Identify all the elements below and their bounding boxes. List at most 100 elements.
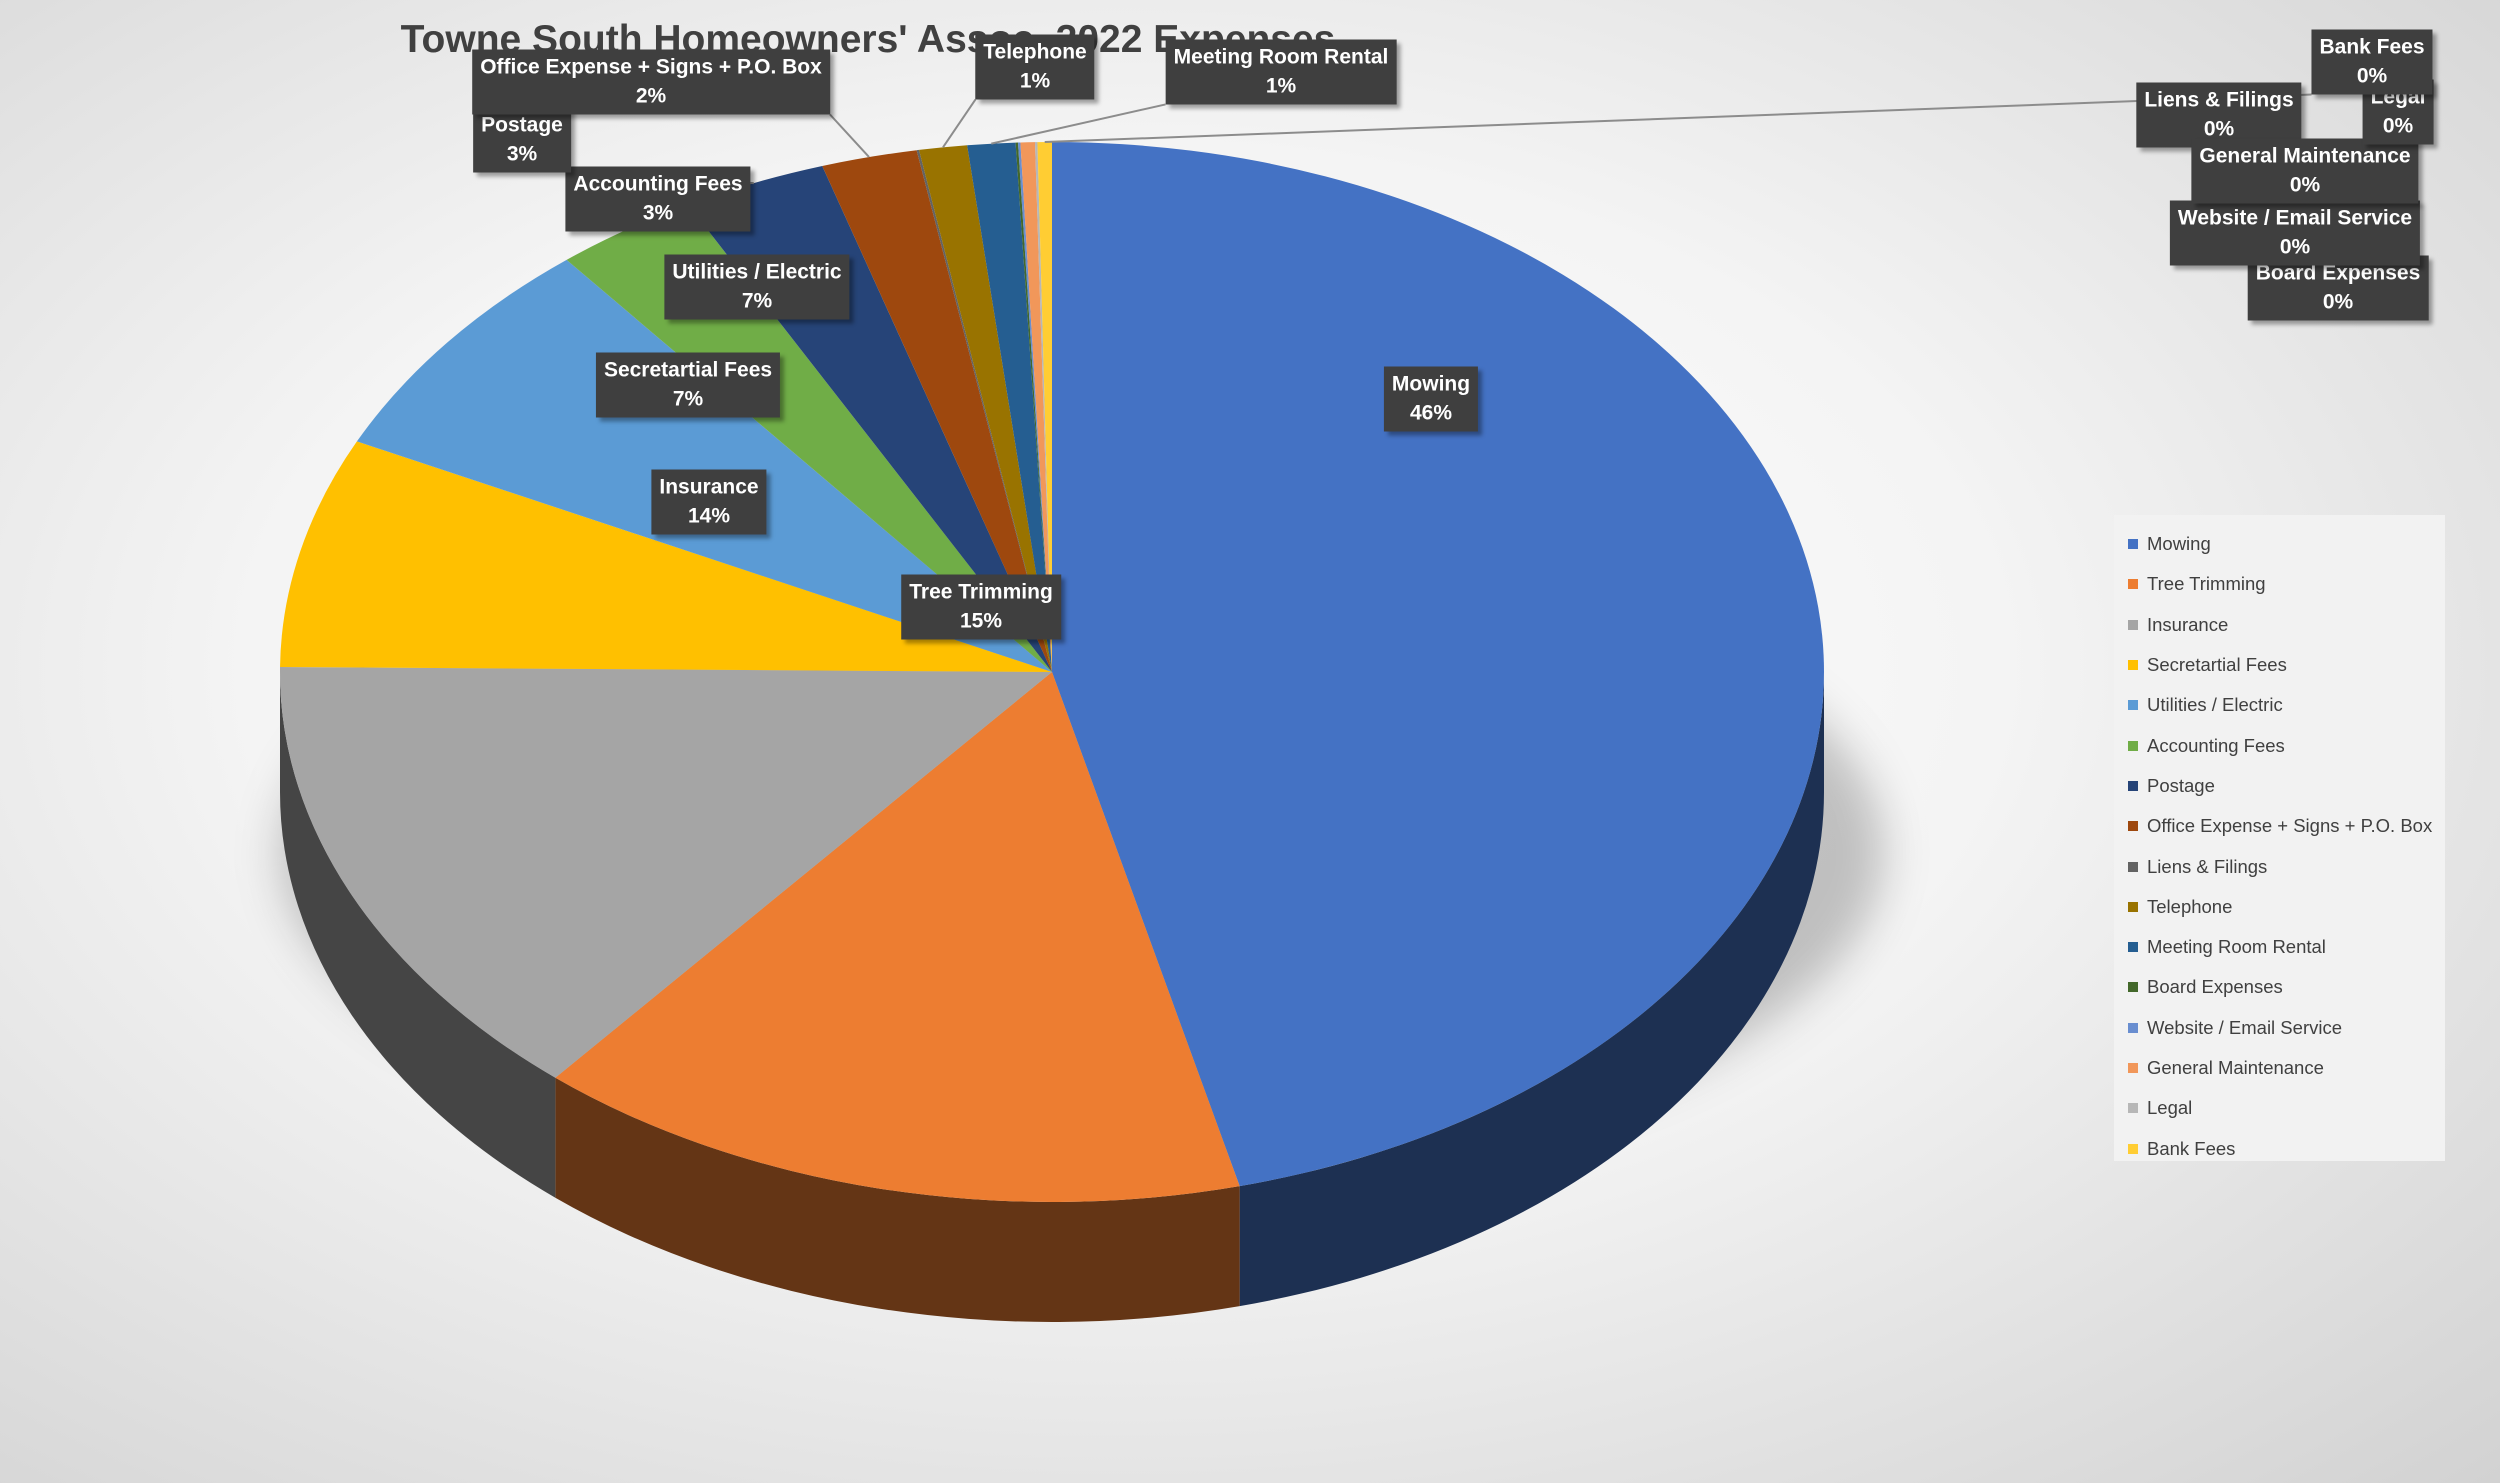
data-label-name: Utilities / Electric: [672, 260, 842, 284]
legend-item-utilities-electric: Utilities / Electric: [2128, 685, 2445, 725]
data-label-value: 14%: [687, 504, 731, 528]
data-label-meeting-room-rental: Meeting Room Rental 1%: [1165, 39, 1397, 105]
data-label-name: Website / Email Service: [2177, 206, 2413, 230]
legend-item-liens-filings: Liens & Filings: [2128, 846, 2445, 886]
legend-swatch: [2128, 1103, 2138, 1114]
legend-swatch: [2128, 1022, 2138, 1033]
pie-side-mowing: [1239, 672, 1824, 1307]
legend-label: Board Expenses: [2147, 976, 2283, 998]
data-label-value: 0%: [2289, 173, 2321, 197]
pie-slice-website-email-service: [1017, 142, 1052, 672]
data-label-name: Meeting Room Rental: [1173, 45, 1389, 69]
legend-item-bank-fees: Bank Fees: [2128, 1128, 2445, 1168]
leader-line-telephone: [942, 98, 977, 148]
legend-label: Telephone: [2147, 895, 2233, 917]
legend-swatch: [2128, 1063, 2138, 1073]
data-label-name: General Maintenance: [2199, 144, 2411, 168]
data-label-liens-filings: Liens & Filings 0%: [2136, 82, 2302, 148]
legend-item-legal: Legal: [2128, 1088, 2445, 1128]
legend-label: Mowing: [2147, 533, 2211, 555]
data-label-value: 0%: [2279, 235, 2311, 259]
data-label-name: Telephone: [983, 40, 1087, 64]
legend-label: General Maintenance: [2147, 1057, 2324, 1078]
data-label-office-expense-signs-p-o-box: Office Expense + Signs + P.O. Box 2%: [472, 49, 830, 115]
legend-label: Tree Trimming: [2147, 573, 2266, 595]
legend-item-general-maintenance: General Maintenance: [2128, 1048, 2445, 1088]
pie-slice-board-expenses: [1015, 142, 1052, 673]
legend-label: Website / Email Service: [2147, 1016, 2342, 1038]
legend-label: Accounting Fees: [2147, 734, 2285, 756]
legend-label: Legal: [2147, 1097, 2193, 1119]
leader-line-meeting-room-rental: [991, 103, 1166, 145]
legend-item-accounting-fees: Accounting Fees: [2128, 725, 2445, 765]
data-label-secretartial-fees: Secretartial Fees 7%: [595, 352, 781, 418]
data-label-name: Tree Trimming: [909, 580, 1053, 604]
data-label-value: 0%: [2382, 114, 2414, 138]
data-label-value: 0%: [2203, 117, 2235, 141]
data-label-name: Board Expenses: [2255, 261, 2421, 285]
data-label-telephone: Telephone 1%: [975, 34, 1095, 100]
legend-item-meeting-room-rental: Meeting Room Rental: [2128, 927, 2445, 967]
data-label-name: Secretartial Fees: [603, 358, 773, 382]
legend-item-mowing: Mowing: [2128, 524, 2445, 564]
data-label-general-maintenance: General Maintenance 0%: [2191, 138, 2419, 204]
data-label-name: Mowing: [1391, 372, 1471, 396]
legend-swatch: [2128, 619, 2138, 630]
legend-swatch: [2128, 901, 2138, 912]
legend-label: Bank Fees: [2147, 1137, 2236, 1159]
pie-slice-liens-filings: [916, 149, 1052, 672]
legend-item-tree-trimming: Tree Trimming: [2128, 564, 2445, 604]
legend: Mowing Tree Trimming Insurance Secretartial…: [2114, 515, 2445, 1161]
legend-item-website-email-service: Website / Email Service: [2128, 1008, 2445, 1048]
pie-side-tree-trimming: [555, 1077, 1240, 1322]
pie-slice-secretartial-fees: [280, 441, 1052, 672]
data-label-insurance: Insurance 14%: [651, 469, 767, 535]
legend-swatch: [2128, 1143, 2138, 1154]
legend-swatch: [2128, 539, 2138, 550]
legend-label: Meeting Room Rental: [2147, 936, 2326, 958]
data-label-value: 7%: [741, 289, 773, 313]
legend-label: Insurance: [2147, 613, 2229, 635]
legend-swatch: [2128, 700, 2138, 711]
pie-slice-office-expense-signs-p-o-box: [822, 150, 1052, 673]
legend-label: Office Expense + Signs + P.O. Box: [2147, 815, 2433, 837]
legend-item-office-expense-signs-p-o-box: Office Expense + Signs + P.O. Box: [2128, 806, 2445, 846]
data-label-value: 7%: [672, 387, 704, 411]
data-label-name: Bank Fees: [2319, 35, 2425, 59]
data-label-name: Postage: [481, 113, 563, 137]
pie-slice-legal: [1034, 142, 1052, 672]
pie-slice-telephone: [919, 145, 1052, 673]
data-label-value: 1%: [1019, 69, 1051, 93]
pie-slice-accounting-fees: [566, 204, 1052, 672]
data-label-value: 0%: [2322, 290, 2354, 314]
data-label-value: 0%: [2356, 64, 2388, 88]
data-label-value: 3%: [642, 201, 674, 225]
data-label-postage: Postage 3%: [473, 107, 571, 173]
data-label-accounting-fees: Accounting Fees 3%: [565, 166, 751, 232]
data-label-website-email-service: Website / Email Service 0%: [2169, 200, 2421, 266]
data-label-value: 1%: [1265, 74, 1297, 98]
legend-label: Utilities / Electric: [2147, 694, 2283, 716]
legend-item-postage: Postage: [2128, 766, 2445, 806]
data-label-value: 3%: [506, 142, 538, 166]
legend-swatch: [2128, 821, 2138, 832]
legend-swatch: [2128, 861, 2138, 872]
legend-item-insurance: Insurance: [2128, 605, 2445, 645]
pie-slice-tree-trimming: [555, 672, 1240, 1203]
legend-item-telephone: Telephone: [2128, 887, 2445, 927]
pie-side-insurance: [280, 672, 556, 1198]
legend-item-board-expenses: Board Expenses: [2128, 967, 2445, 1007]
pie-slice-utilities-electric: [356, 259, 1053, 672]
pie-slice-meeting-room-rental: [967, 142, 1052, 673]
pie-slice-general-maintenance: [1020, 142, 1052, 672]
pie-slice-insurance: [280, 666, 1053, 1078]
leader-line-bank-fees: [1044, 93, 2312, 144]
pie-slice-mowing: [1052, 142, 1825, 1187]
data-label-value: 46%: [1409, 401, 1453, 425]
legend-label: Secretartial Fees: [2147, 654, 2287, 676]
data-label-name: Liens & Filings: [2144, 88, 2294, 112]
data-label-value: 2%: [635, 84, 667, 108]
legend-label: Liens & Filings: [2147, 855, 2268, 877]
